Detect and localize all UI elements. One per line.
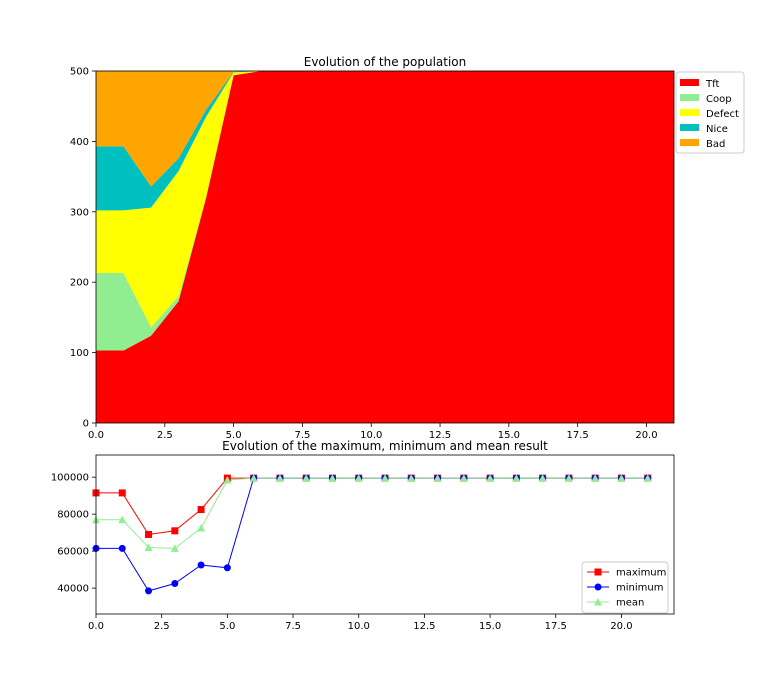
- x-tick-label: 10.0: [348, 621, 370, 632]
- line-mean: [96, 477, 648, 549]
- x-tick-label: 10.0: [360, 430, 382, 441]
- legend-marker-maximum: [594, 568, 602, 576]
- point-mean: [302, 474, 311, 482]
- legend-swatch-defect: [680, 109, 699, 116]
- legend-label-coop: Coop: [706, 94, 732, 105]
- point-maximum: [145, 531, 153, 538]
- area-tft: [96, 71, 674, 423]
- x-tick-label: 7.5: [285, 621, 301, 632]
- point-mean: [223, 475, 232, 484]
- y-tick-label: 40000: [57, 584, 89, 595]
- legend-label-bad: Bad: [706, 139, 725, 150]
- point-maximum: [197, 506, 205, 514]
- population-chart: Evolution of the population 0.0 2.5 5.0 7.5…: [70, 55, 745, 441]
- legend-swatch-coop: [680, 94, 699, 101]
- point-mean: [197, 524, 206, 532]
- line-maximum: [96, 477, 648, 536]
- point-mean: [144, 543, 153, 551]
- point-minimum: [223, 564, 231, 572]
- y-tick-label: 60000: [57, 547, 89, 558]
- x-tick-label: 2.5: [157, 430, 173, 441]
- area-defect: [96, 71, 674, 328]
- point-mean: [170, 544, 179, 552]
- y-tick-label: 80000: [57, 510, 89, 521]
- y-tick-label: 300: [70, 207, 89, 218]
- y-tick-label: 200: [70, 278, 89, 289]
- point-mean: [591, 474, 600, 482]
- x-tick-label: 0.0: [88, 430, 104, 441]
- x-tick-label: 7.5: [294, 430, 310, 441]
- legend-label-maximum: maximum: [616, 568, 666, 579]
- x-tick-label: 0.0: [88, 621, 104, 632]
- point-mean: [643, 474, 652, 482]
- point-mean: [459, 474, 468, 482]
- population-areas: [96, 71, 674, 423]
- point-mean: [381, 474, 389, 482]
- y-tick-label: 0: [83, 419, 89, 430]
- legend-box: [581, 561, 669, 614]
- results-legend: maximum minimum mean: [581, 561, 669, 614]
- x-tick-label: 2.5: [154, 621, 170, 632]
- point-mean: [564, 474, 573, 482]
- point-minimum: [118, 544, 126, 552]
- x-tick-label: 20.0: [635, 430, 657, 441]
- legend-swatch-tft: [680, 79, 699, 86]
- legend-swatch-nice: [680, 124, 699, 131]
- y-tick-label: 400: [70, 137, 89, 148]
- legend-label-mean: mean: [616, 598, 644, 609]
- y-tick-label: 500: [70, 67, 89, 78]
- x-tick-label: 12.5: [413, 621, 435, 632]
- y-tick-label: 100: [70, 348, 89, 359]
- point-minimum: [197, 561, 205, 569]
- population-y-ticks: 0 100 200 300 400 500: [70, 67, 96, 430]
- legend-label-defect: Defect: [706, 109, 739, 120]
- x-tick-label: 20.0: [610, 621, 632, 632]
- point-mean: [407, 474, 416, 482]
- population-x-ticks: 0.0 2.5 5.0 7.5 10.0 12.5 15.0 17.5 20.0: [88, 423, 658, 441]
- area-bad: [96, 71, 674, 187]
- legend-label-tft: Tft: [705, 79, 719, 90]
- point-mean: [354, 474, 363, 482]
- results-chart: Evolution of the maximum, minimum and me…: [51, 439, 675, 632]
- population-plot-frame: [95, 70, 675, 424]
- point-mean: [486, 474, 495, 482]
- point-mean: [538, 474, 547, 482]
- point-mean: [328, 474, 337, 482]
- legend-marker-minimum: [594, 583, 602, 591]
- point-maximum: [171, 527, 179, 535]
- line-minimum: [96, 477, 648, 592]
- x-tick-label: 12.5: [429, 430, 451, 441]
- legend-label-minimum: minimum: [616, 583, 663, 594]
- results-lines: [92, 474, 652, 595]
- results-x-ticks: 0.0 2.5 5.0 7.5 10.0 12.5 15.0 17.5 20.0: [88, 614, 633, 632]
- point-maximum: [118, 489, 126, 497]
- y-tick-label: 100000: [51, 473, 89, 484]
- x-tick-label: 5.0: [226, 430, 242, 441]
- results-plot-frame: [95, 454, 675, 615]
- point-mean: [249, 474, 258, 482]
- population-chart-title: Evolution of the population: [304, 55, 467, 69]
- x-tick-label: 15.0: [479, 621, 501, 632]
- point-minimum: [145, 587, 153, 595]
- point-mean: [433, 474, 442, 482]
- point-mean: [617, 474, 626, 482]
- x-tick-label: 15.0: [498, 430, 520, 441]
- legend-swatch-bad: [680, 139, 699, 146]
- legend-box: [675, 71, 745, 154]
- legend-label-nice: Nice: [706, 124, 728, 135]
- x-tick-label: 17.5: [545, 621, 567, 632]
- x-tick-label: 17.5: [567, 430, 589, 441]
- results-chart-title: Evolution of the maximum, minimum and me…: [222, 439, 548, 453]
- population-legend: Tft Coop Defect Nice Bad: [675, 71, 745, 154]
- point-minimum: [171, 579, 179, 587]
- area-nice: [96, 71, 674, 211]
- results-y-ticks: 40000 60000 80000 100000: [51, 473, 96, 595]
- point-mean: [275, 474, 284, 482]
- point-mean: [118, 515, 127, 524]
- legend-marker-mean: [594, 598, 602, 606]
- x-tick-label: 5.0: [219, 621, 235, 632]
- point-mean: [512, 474, 521, 482]
